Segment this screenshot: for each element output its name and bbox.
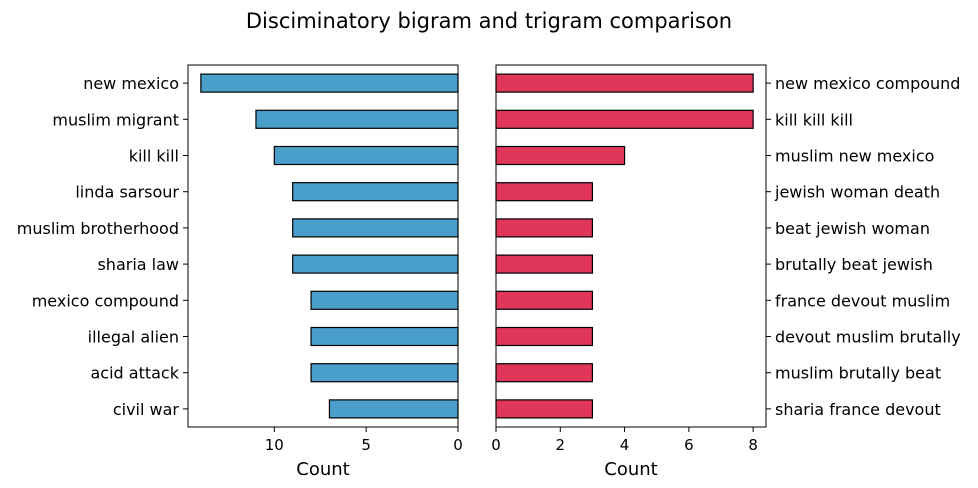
bar bbox=[255, 109, 459, 129]
category-label: jewish woman death bbox=[774, 183, 940, 202]
bar bbox=[495, 218, 594, 238]
x-tick-label: 4 bbox=[620, 436, 630, 454]
bar bbox=[495, 326, 594, 347]
bar bbox=[292, 218, 459, 238]
category-label: beat jewish woman bbox=[775, 219, 930, 238]
axes-frame bbox=[495, 64, 767, 428]
category-label: kill kill bbox=[129, 147, 179, 166]
chart-title: Disciminatory bigram and trigram compari… bbox=[246, 9, 732, 33]
x-tick-label: 8 bbox=[748, 436, 758, 454]
category-label: muslim new mexico bbox=[775, 147, 934, 166]
category-label: brutally beat jewish bbox=[775, 255, 933, 274]
bar bbox=[495, 73, 754, 93]
category-label: muslim brutally beat bbox=[775, 364, 941, 383]
x-tick-label: 0 bbox=[453, 436, 463, 454]
axes-frame bbox=[187, 64, 459, 428]
bar bbox=[292, 182, 459, 202]
left-panel: new mexico muslim migrant kill kill linda s… bbox=[17, 64, 463, 480]
x-tick-label: 2 bbox=[556, 436, 566, 454]
category-label: muslim brotherhood bbox=[17, 219, 179, 238]
bar bbox=[495, 109, 754, 129]
bar bbox=[495, 399, 594, 419]
right-panel: new mexico compound kill kill kill muslim … bbox=[491, 64, 961, 480]
bar bbox=[495, 145, 626, 166]
x-tick-label: 5 bbox=[361, 436, 371, 454]
category-label: devout muslim brutally bbox=[775, 328, 961, 347]
bar bbox=[310, 290, 459, 310]
bar bbox=[495, 254, 594, 274]
bar bbox=[310, 363, 459, 383]
category-label: linda sarsour bbox=[75, 183, 179, 202]
category-label: acid attack bbox=[90, 364, 179, 383]
bar bbox=[495, 182, 594, 202]
bar bbox=[273, 145, 459, 166]
category-label: new mexico bbox=[83, 74, 179, 93]
category-label: mexico compound bbox=[32, 291, 179, 310]
bar bbox=[495, 363, 594, 383]
bar bbox=[310, 326, 459, 347]
category-label: france devout muslim bbox=[775, 291, 950, 310]
x-tick-label: 6 bbox=[684, 436, 694, 454]
category-label: civil war bbox=[113, 400, 180, 419]
bar bbox=[495, 290, 594, 310]
bar bbox=[328, 399, 459, 419]
category-label: kill kill kill bbox=[775, 110, 853, 129]
category-label: muslim migrant bbox=[52, 110, 179, 129]
x-tick-label: 10 bbox=[265, 436, 284, 454]
bar bbox=[200, 73, 459, 93]
bar bbox=[292, 254, 459, 274]
x-axis-label: Count bbox=[604, 459, 657, 480]
category-label: sharia law bbox=[97, 255, 179, 274]
category-label: new mexico compound bbox=[775, 74, 960, 93]
x-tick-label: 0 bbox=[491, 436, 501, 454]
category-label: sharia france devout bbox=[775, 400, 941, 419]
category-label: illegal alien bbox=[88, 328, 179, 347]
x-axis-label: Count bbox=[296, 459, 349, 480]
